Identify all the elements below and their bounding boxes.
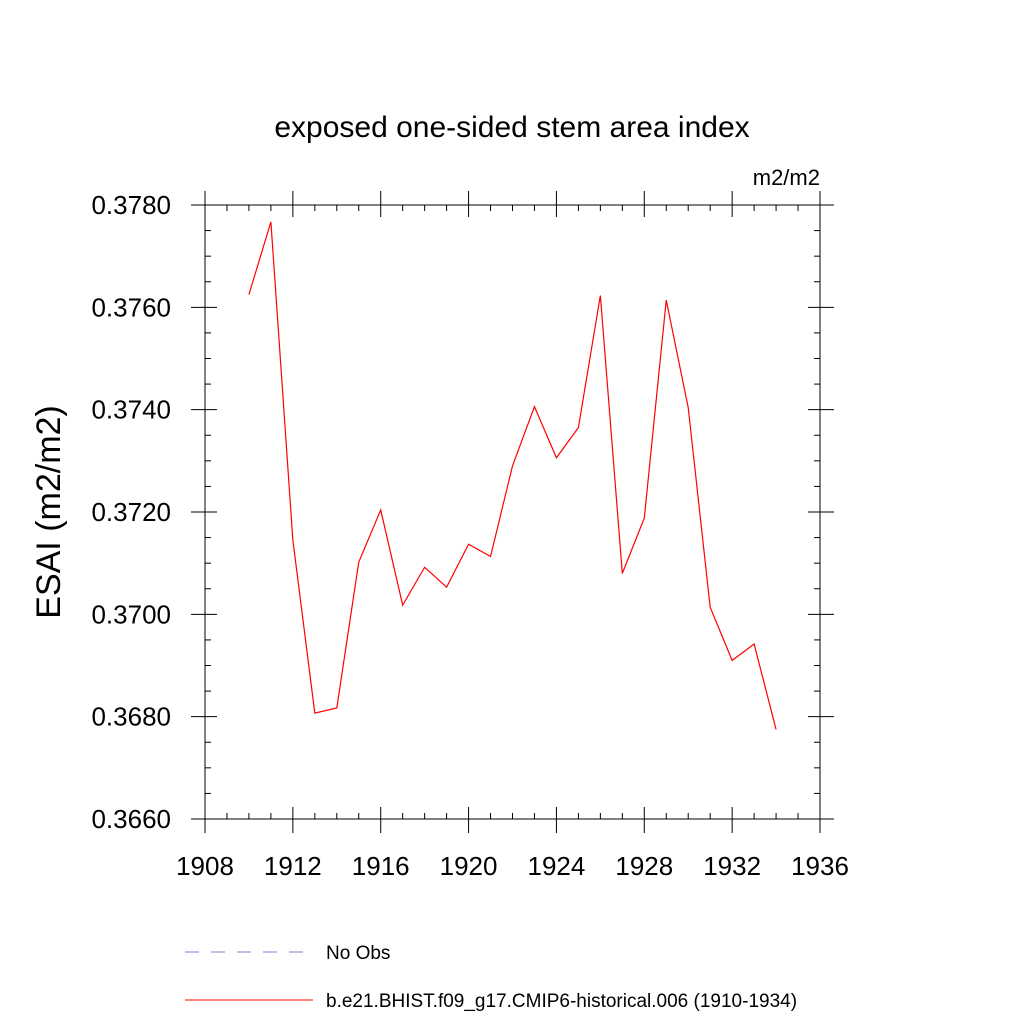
y-tick-label: 0.3700: [91, 599, 171, 629]
y-tick-label: 0.3740: [91, 395, 171, 425]
y-axis-label: ESAI (m2/m2): [30, 405, 68, 618]
x-tick-label: 1908: [176, 851, 234, 881]
plot-series: [248, 221, 777, 730]
series-line: [248, 221, 777, 730]
x-tick-label: 1936: [791, 851, 849, 881]
y-tick-label: 0.3780: [91, 190, 171, 220]
legend-label: No Obs: [326, 943, 390, 964]
axis-tick-labels: 1908 1912 1916 1920 1924 1928 1932 1936 0.3660 0.…: [91, 190, 848, 881]
x-tick-label: 1920: [440, 851, 498, 881]
chart-title: exposed one-sided stem area index: [274, 111, 749, 144]
plot-frame: [204, 204, 821, 820]
legend: No Obs b.e21.BHIST.f09_g17.CMIP6-historic…: [185, 943, 797, 1012]
legend-label: b.e21.BHIST.f09_g17.CMIP6-historical.006…: [326, 991, 797, 1012]
y-tick-label: 0.3760: [91, 292, 171, 322]
y-tick-label: 0.3680: [91, 702, 171, 732]
x-tick-label: 1928: [615, 851, 673, 881]
x-tick-label: 1912: [264, 851, 322, 881]
y-tick-label: 0.3660: [91, 804, 171, 834]
y-tick-label: 0.3720: [91, 497, 171, 527]
x-tick-label: 1916: [352, 851, 410, 881]
units-label: m2/m2: [753, 165, 820, 190]
x-tick-label: 1932: [703, 851, 761, 881]
x-tick-label: 1924: [528, 851, 586, 881]
axis-ticks: [191, 191, 834, 833]
